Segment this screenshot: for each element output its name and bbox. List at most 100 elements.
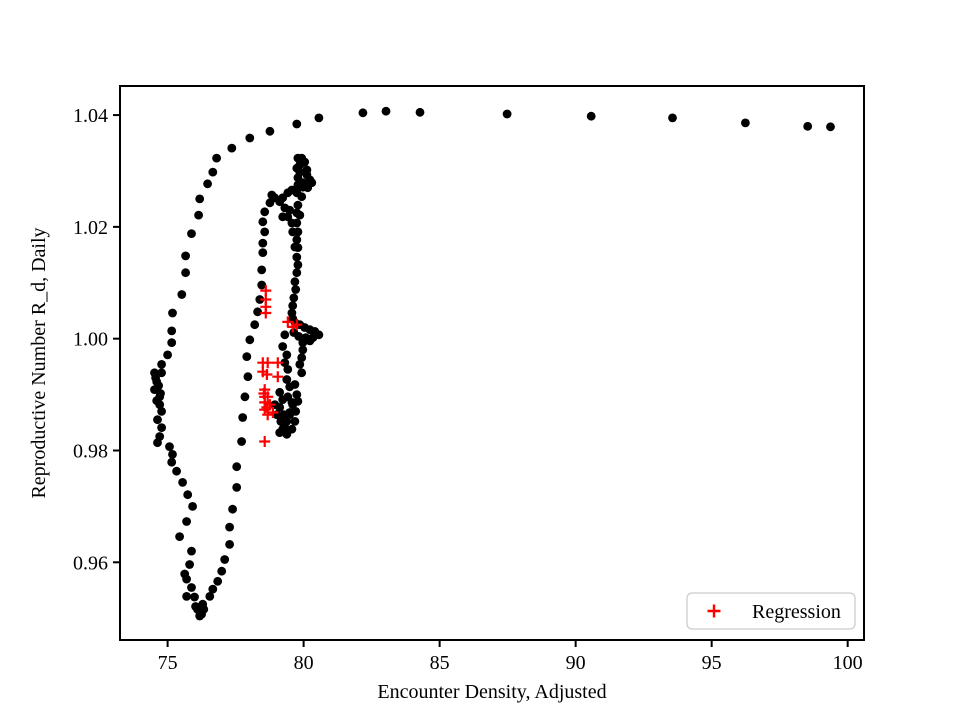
x-tick-label: 85 (430, 652, 450, 674)
series-trajectory (150, 106, 835, 621)
data-point (165, 442, 174, 451)
data-point (275, 387, 285, 397)
data-point (282, 350, 292, 360)
data-point (297, 368, 307, 378)
y-tick-label: 1.02 (73, 217, 108, 239)
data-point (290, 417, 300, 426)
data-point (278, 212, 288, 222)
x-tick-label: 90 (566, 652, 586, 674)
regression-point (262, 391, 274, 403)
x-tick-label: 95 (702, 652, 722, 674)
regression-point (261, 369, 273, 380)
data-point (154, 381, 164, 390)
data-point (167, 457, 177, 467)
data-point (181, 268, 191, 278)
x-axis-label: Encounter Density, Adjusted (377, 681, 606, 703)
data-point (307, 178, 317, 188)
data-point (278, 342, 288, 351)
data-point (187, 229, 196, 239)
data-point (212, 153, 222, 163)
data-point (177, 290, 187, 299)
data-point (172, 466, 182, 476)
data-point (232, 462, 242, 472)
data-point (238, 413, 248, 422)
data-point (298, 338, 308, 347)
data-point (586, 111, 596, 121)
data-point (295, 210, 305, 220)
data-point (289, 328, 299, 337)
data-point (293, 260, 303, 270)
data-point (278, 395, 288, 404)
data-point (153, 438, 162, 448)
data-point (203, 179, 213, 189)
data-point (297, 353, 307, 363)
data-point (213, 576, 223, 586)
data-point (297, 192, 307, 202)
data-point (178, 478, 188, 487)
data-point (260, 227, 270, 237)
data-point (280, 330, 290, 340)
data-point (285, 382, 295, 392)
x-tick-label: 80 (294, 652, 314, 674)
data-point (225, 522, 235, 532)
data-point (283, 365, 293, 374)
data-point (260, 207, 270, 217)
y-tick-label: 0.98 (73, 440, 108, 462)
data-point (188, 502, 198, 511)
axes: 75 80 85 90 95 100 0.96 0.98 1.00 1.02 1.04 (73, 85, 865, 674)
regression-point (260, 307, 272, 319)
data-point (292, 235, 302, 245)
data-point (293, 200, 303, 210)
data-point (156, 389, 165, 398)
data-point (279, 410, 289, 420)
data-point (187, 546, 196, 556)
data-point (289, 293, 299, 303)
regression-point (259, 436, 271, 447)
regression-point (282, 316, 294, 328)
data-point (151, 373, 161, 383)
y-tick-label: 0.96 (73, 552, 108, 574)
data-point (305, 336, 315, 346)
data-point (287, 424, 297, 434)
data-point (205, 592, 215, 601)
data-point (298, 345, 308, 355)
data-point (157, 407, 167, 416)
regression-point (272, 357, 284, 369)
plot-border (119, 85, 865, 641)
data-point (298, 182, 308, 192)
data-point (288, 227, 298, 237)
regression-point (291, 319, 303, 331)
data-point (155, 400, 165, 409)
legend-box (686, 592, 856, 630)
data-point (217, 566, 227, 576)
data-point (187, 583, 196, 592)
data-point (195, 194, 205, 204)
data-point (287, 218, 297, 228)
data-point (292, 119, 302, 129)
data-point (220, 555, 230, 564)
data-point (167, 326, 177, 336)
data-point (255, 295, 265, 304)
data-point (243, 372, 253, 382)
data-point (182, 592, 192, 601)
data-point (157, 368, 167, 378)
y-tick-label: 1.04 (73, 105, 108, 127)
data-point (358, 108, 368, 118)
data-point (183, 490, 193, 500)
data-point (292, 390, 302, 399)
data-point (258, 217, 268, 227)
data-point (257, 265, 267, 275)
data-point (826, 122, 835, 132)
data-point (290, 277, 300, 287)
data-point (290, 242, 300, 252)
regression-point (262, 409, 274, 421)
y-axis-label: Reproductive Number R_d, Daily (28, 227, 50, 498)
data-point (295, 360, 305, 369)
data-point (228, 504, 238, 514)
data-point (253, 307, 262, 317)
data-point (741, 118, 750, 128)
data-point (803, 121, 813, 131)
data-point (208, 584, 218, 594)
